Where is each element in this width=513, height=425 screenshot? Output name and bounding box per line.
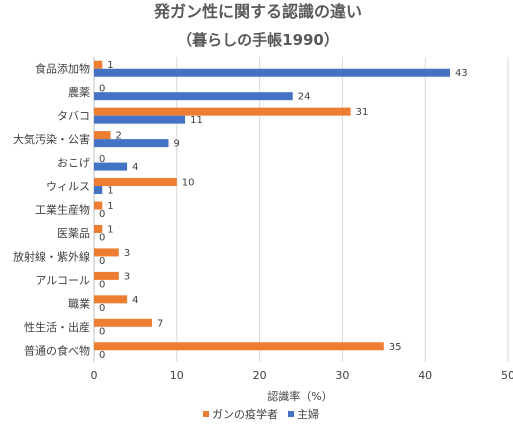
category-label: 職業 (68, 297, 90, 310)
bar-housewife (94, 115, 186, 124)
data-label: 3 (124, 271, 130, 282)
chart-title: 発ガン性に関する認識の違い (153, 2, 362, 21)
bar-epidemiologist (94, 131, 111, 140)
x-tick-label: 40 (418, 369, 432, 382)
data-label: 31 (356, 107, 369, 118)
category-label: 普通の食べ物 (24, 343, 90, 357)
x-axis-title: 認識率（%） (267, 389, 332, 403)
x-tick-label: 20 (253, 369, 267, 382)
bar-epidemiologist (94, 318, 152, 327)
x-tick-label: 30 (335, 369, 349, 382)
data-label: 0 (99, 154, 105, 165)
data-label: 1 (107, 224, 113, 235)
data-label: 0 (99, 209, 105, 220)
x-tick-labels: 0 10 20 30 40 50 (91, 369, 513, 382)
data-label: 0 (99, 84, 105, 95)
data-label: 0 (99, 350, 105, 361)
x-tick-label: 50 (501, 369, 513, 382)
category-label: 食品添加物 (35, 62, 90, 76)
bar-housewife (94, 139, 169, 148)
data-label: 35 (389, 342, 402, 353)
data-label: 1 (107, 60, 113, 71)
data-label: 0 (99, 256, 105, 267)
bar-epidemiologist (94, 178, 177, 187)
category-label: 工業生産物 (35, 203, 90, 217)
category-label: 性生活・出産 (24, 320, 90, 334)
data-label: 43 (455, 68, 468, 79)
data-label: 24 (298, 92, 311, 103)
legend: ガンの疫学者 主婦 (203, 407, 319, 421)
bar-epidemiologist (94, 201, 103, 210)
bar-epidemiologist (94, 224, 103, 233)
bar-epidemiologist (94, 60, 103, 69)
data-label: 0 (99, 279, 105, 290)
category-label: アルコール (35, 274, 90, 287)
bar-housewife (94, 186, 103, 195)
legend-swatch (203, 411, 209, 417)
bar-epidemiologist (94, 271, 119, 280)
data-label: 0 (99, 303, 105, 314)
category-label: タバコ (57, 110, 90, 123)
bars (94, 60, 451, 351)
data-label: 2 (116, 131, 122, 142)
data-label: 3 (124, 248, 130, 259)
bar-housewife (94, 162, 128, 171)
data-label: 1 (107, 186, 113, 197)
legend-label: 主婦 (297, 407, 319, 421)
data-label: 10 (182, 178, 195, 189)
category-label: おこげ (57, 157, 90, 170)
legend-label: ガンの疫学者 (212, 407, 278, 421)
category-label: 医薬品 (57, 227, 90, 240)
gridlines (93, 57, 509, 362)
bar-housewife (94, 68, 451, 77)
category-labels: 食品添加物農薬タバコ大気汚染・公害おこげウィルス工業生産物医薬品放射線・紫外線ア… (13, 62, 90, 358)
category-label: ウィルス (46, 180, 90, 193)
data-label: 1 (107, 201, 113, 212)
bar-epidemiologist (94, 295, 128, 304)
data-label: 4 (132, 295, 138, 306)
x-tick-label: 10 (170, 369, 184, 382)
chart-subtitle: （暮らしの手帳1990） (177, 31, 339, 49)
data-label: 9 (174, 139, 180, 150)
category-label: 大気汚染・公害 (13, 132, 90, 146)
bar-epidemiologist (94, 342, 384, 351)
category-label: 放射線・紫外線 (13, 249, 90, 263)
category-label: 農薬 (68, 85, 90, 99)
data-label: 0 (99, 232, 105, 243)
bar-epidemiologist (94, 248, 119, 257)
data-label: 0 (99, 326, 105, 337)
x-tick-label: 0 (91, 369, 98, 382)
data-label: 11 (190, 115, 203, 126)
legend-swatch (288, 411, 294, 417)
data-label: 4 (132, 162, 138, 173)
bar-epidemiologist (94, 107, 351, 116)
data-label: 7 (157, 318, 163, 329)
bar-housewife (94, 92, 293, 101)
